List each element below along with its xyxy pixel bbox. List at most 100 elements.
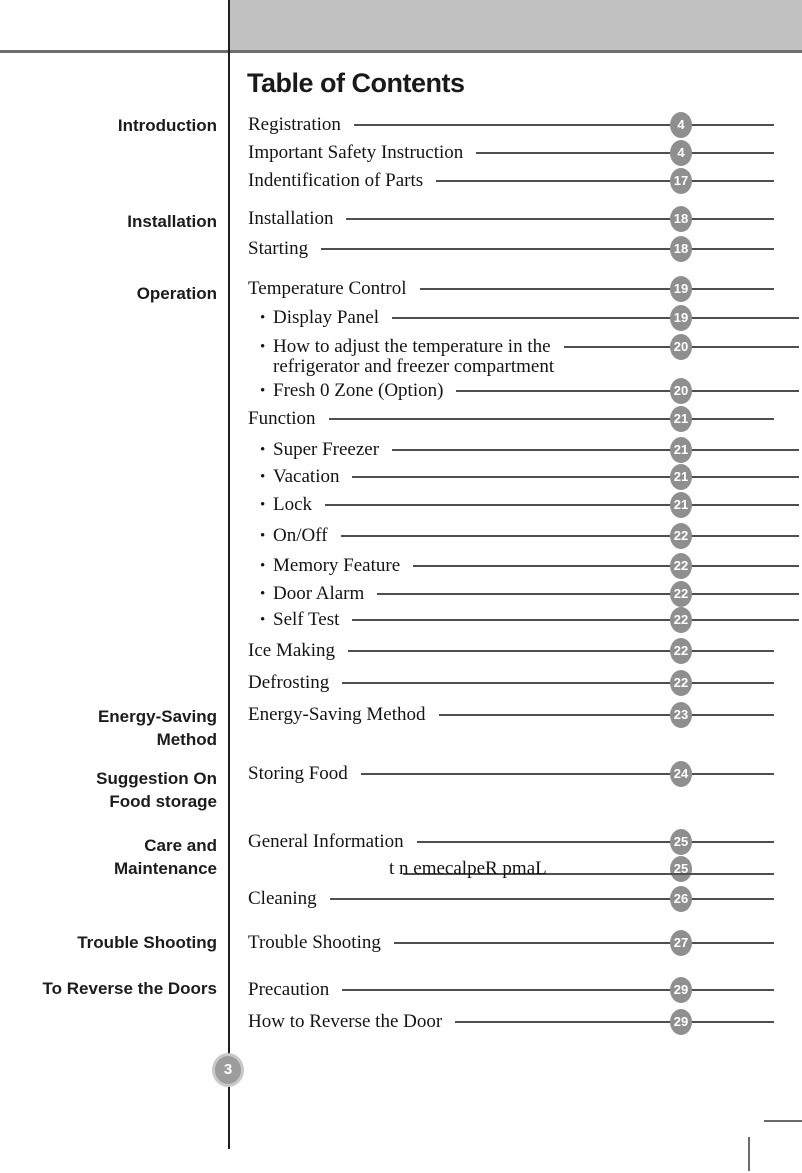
toc-entry-label: Fresh 0 Zone (Option) (273, 380, 444, 401)
sidebar-section-label-line: Food storage (109, 792, 217, 811)
toc-entry: t n emecalpeR pmaL 25 (248, 856, 774, 882)
toc-entry-label: On/Off (273, 525, 328, 546)
page-number-badge: 19 (670, 305, 692, 331)
leader-line (353, 124, 774, 126)
leader-line (392, 317, 799, 319)
toc-entry: Temperature Control 19 (248, 276, 774, 302)
toc-entry-label: Lock (273, 494, 313, 515)
leader-line (456, 390, 799, 392)
leader-line (346, 218, 774, 220)
toc-entry-label: refrigerator and freezer compartment (273, 356, 555, 377)
toc-entry-label: Storing Food (248, 763, 348, 784)
leader-line (329, 898, 774, 900)
sidebar-section-label-line: Operation (136, 284, 217, 303)
toc-entry: Important Safety Instruction 4 (248, 140, 774, 166)
page-number-badge: 20 (670, 378, 692, 404)
sidebar-section-label-line: Trouble Shooting (77, 933, 217, 952)
page-number-badge: 21 (670, 406, 692, 432)
leader-line (416, 841, 774, 843)
toc-entry: Function 21 (248, 406, 774, 432)
toc-entry: Cleaning 26 (248, 886, 774, 912)
toc-entry: How to adjust the temperature in the 20 (248, 334, 799, 360)
toc-entry-label: Display Panel (273, 307, 380, 328)
toc-entry: Registration 4 (248, 112, 774, 138)
toc-entry-label: Precaution (248, 979, 330, 1000)
toc-entry: Memory Feature 22 (248, 553, 799, 579)
corner-mark-vertical (748, 1137, 750, 1171)
sidebar-section-label: Care and Maintenance (0, 834, 217, 880)
leader-line (340, 535, 799, 537)
leader-line (436, 180, 774, 182)
toc-entry-label: Indentification of Parts (248, 170, 424, 191)
toc-entry-label: Door Alarm (273, 583, 365, 604)
leader-line (348, 650, 774, 652)
page-number-badge: 21 (670, 464, 692, 490)
page-number-circle: 3 (212, 1053, 244, 1087)
page-number-badge: 17 (670, 168, 692, 194)
page-number-badge: 18 (670, 236, 692, 262)
leader-line (377, 593, 799, 595)
page-number-badge: 25 (670, 856, 692, 882)
sidebar-section-label: Installation (0, 210, 217, 233)
sidebar-section-label-line: Introduction (117, 116, 217, 135)
toc-entry-label: Self Test (273, 609, 340, 630)
toc-entry: Display Panel 19 (248, 305, 799, 331)
sidebar-section-label: Trouble Shooting (0, 931, 217, 954)
sidebar-section-label: To Reverse the Doors (0, 977, 217, 1000)
leader-line (328, 418, 774, 420)
toc-entry-label: t n emecalpeR pmaL (389, 858, 547, 879)
page-number-badge: 18 (670, 206, 692, 232)
page-number-badge: 25 (670, 829, 692, 855)
leader-line (392, 449, 799, 451)
toc-entry-label: How to Reverse the Door (248, 1011, 443, 1032)
header-band (229, 0, 802, 50)
page-number-badge: 21 (670, 437, 692, 463)
toc-entry: Fresh 0 Zone (Option) 20 (248, 378, 799, 404)
toc-entry: Super Freezer 21 (248, 437, 799, 463)
toc-entry: General Information 25 (248, 829, 774, 855)
leader-line (352, 619, 799, 621)
sidebar-section-label: Operation (0, 282, 217, 305)
page-number-badge: 4 (670, 112, 692, 138)
leader-line (325, 504, 799, 506)
page-number-badge: 21 (670, 492, 692, 518)
page-number-badge: 22 (670, 638, 692, 664)
page-number-badge: 22 (670, 553, 692, 579)
sidebar-section-label-line: Installation (127, 212, 217, 231)
toc-entry-label: Function (248, 408, 316, 429)
toc-entry-label: Vacation (273, 466, 340, 487)
page-number-badge: 22 (670, 581, 692, 607)
toc-entry-label: Memory Feature (273, 555, 401, 576)
leader-line (438, 714, 774, 716)
toc-entry: Lock 21 (248, 492, 799, 518)
toc-entry: Indentification of Parts 17 (248, 168, 774, 194)
page-number-badge: 27 (670, 930, 692, 956)
toc-entry-label: Starting (248, 238, 309, 259)
toc-entry: Installation 18 (248, 206, 774, 232)
toc-entry-label: Super Freezer (273, 439, 380, 460)
toc-entry: Ice Making 22 (248, 638, 774, 664)
sidebar-section-label-line: Care and (144, 836, 217, 855)
page-number-badge: 20 (670, 334, 692, 360)
leader-line (342, 682, 774, 684)
toc-entry: Door Alarm 22 (248, 581, 799, 607)
leader-line (352, 476, 799, 478)
page-number-badge: 26 (670, 886, 692, 912)
toc-entry: Energy-Saving Method 23 (248, 702, 774, 728)
sidebar-section-label: Suggestion On Food storage (0, 767, 217, 813)
page-number-badge: 22 (670, 523, 692, 549)
column-divider (228, 0, 230, 1149)
page-number-badge: 29 (670, 1009, 692, 1035)
leader-line (342, 989, 774, 991)
toc-entry-label: Registration (248, 114, 341, 135)
leader-line (403, 873, 774, 875)
top-rule (0, 50, 802, 53)
toc-entry-label: Installation (248, 208, 334, 229)
toc-entry-label: Energy-Saving Method (248, 704, 426, 725)
page-number-badge: 24 (670, 761, 692, 787)
toc-entry: Precaution 29 (248, 977, 774, 1003)
page-number-badge: 22 (670, 670, 692, 696)
toc-entry: Storing Food 24 (248, 761, 774, 787)
toc-entry-label: Important Safety Instruction (248, 142, 464, 163)
